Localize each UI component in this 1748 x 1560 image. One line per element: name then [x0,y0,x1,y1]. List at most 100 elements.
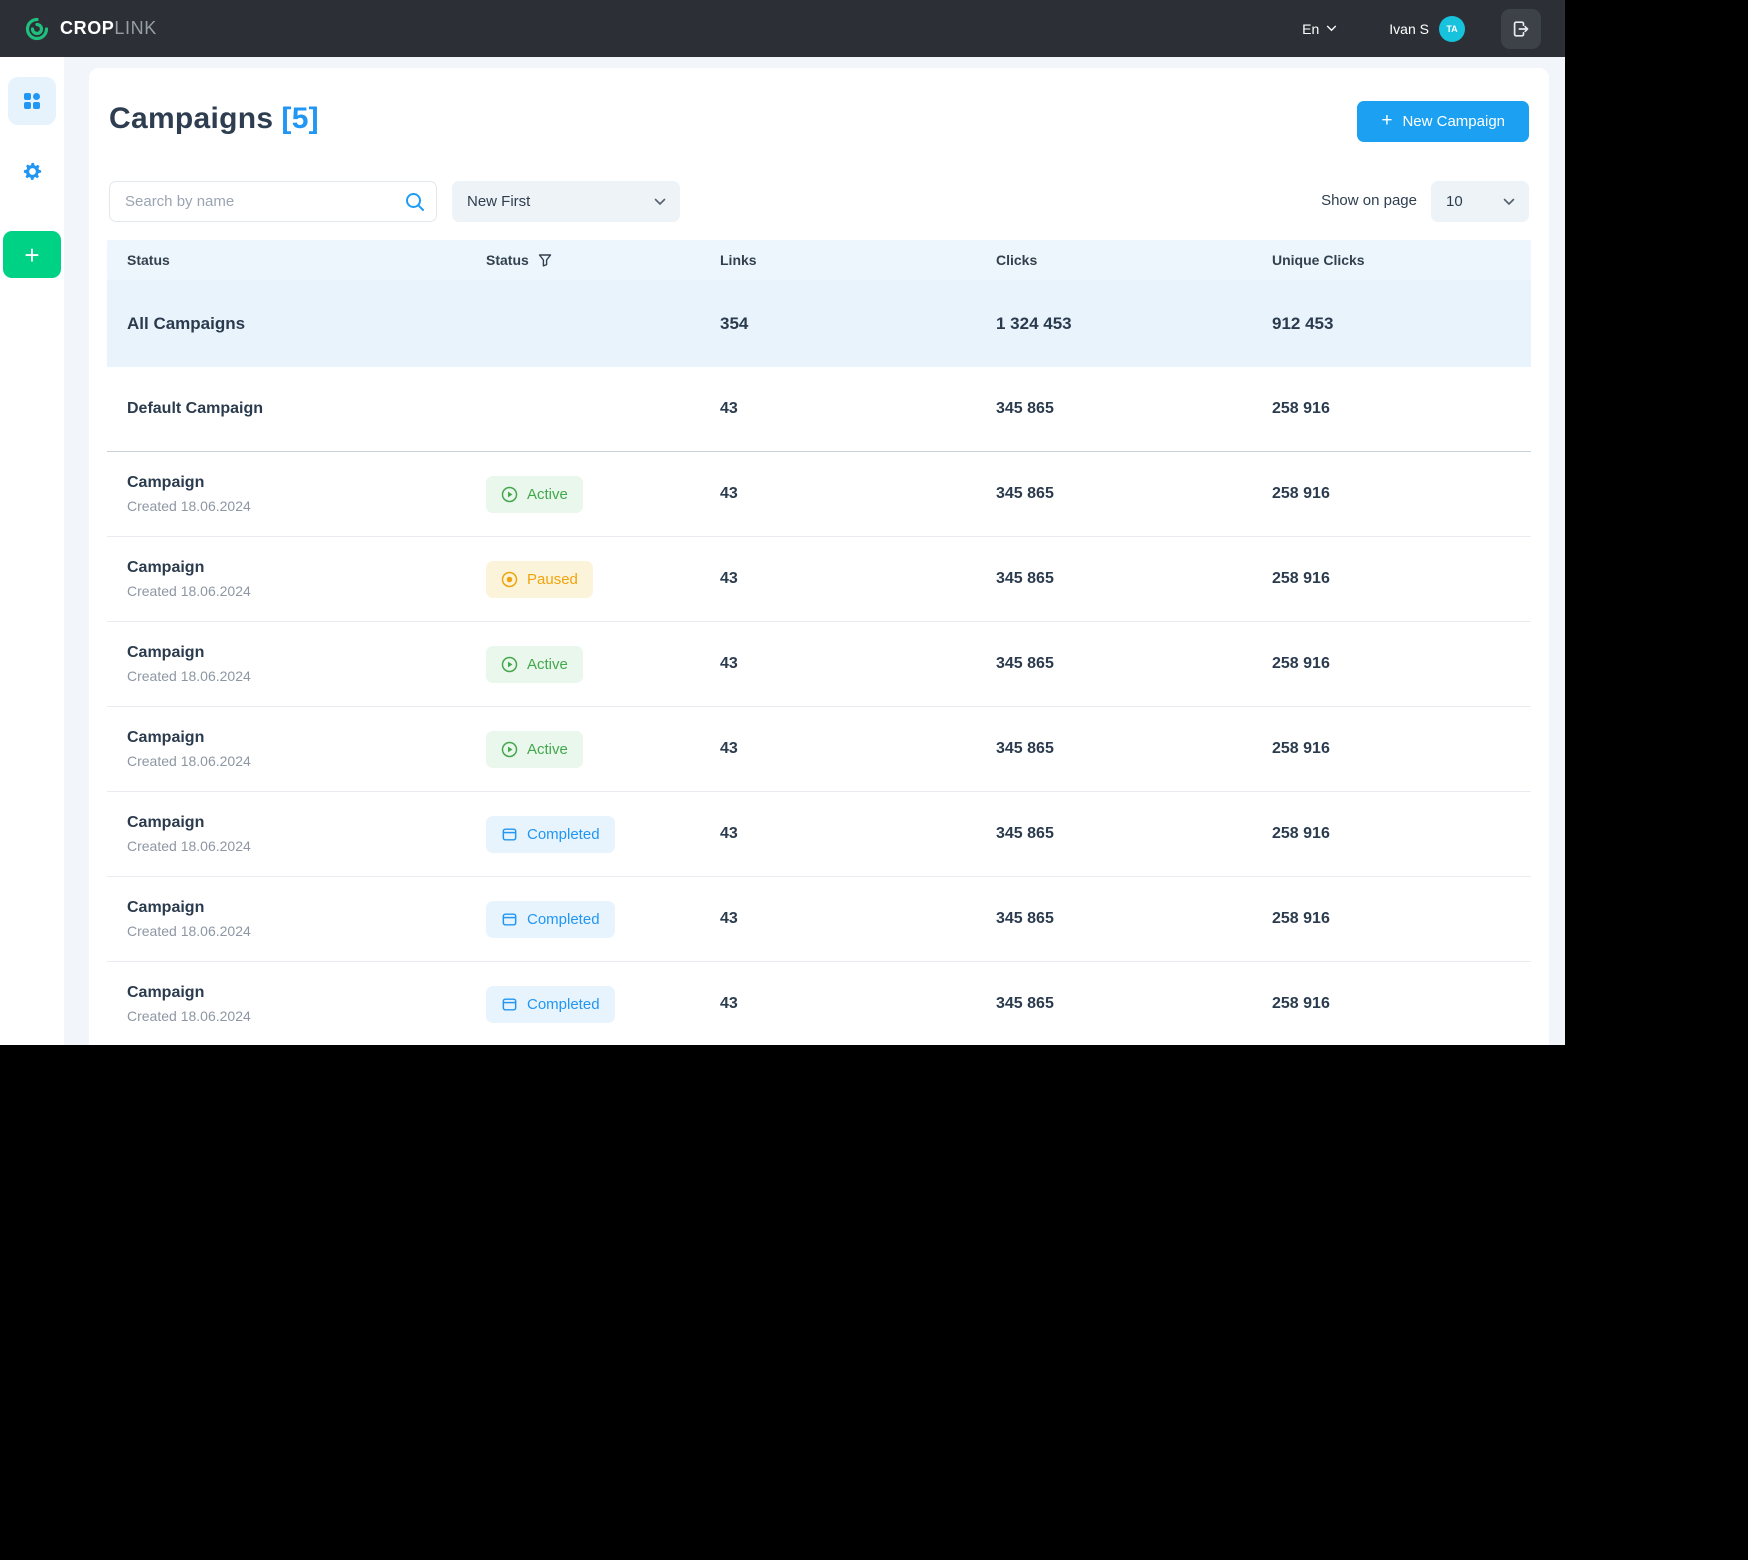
status-badge: Active [486,730,583,768]
clicks-value: 345 865 [996,740,1054,757]
search-box [109,181,437,222]
all-campaigns-row[interactable]: All Campaigns 354 1 324 453 912 453 [107,280,1531,367]
clicks-value: 345 865 [996,910,1054,927]
campaign-name: Campaign [127,984,205,1001]
links-value: 43 [720,400,738,417]
status-cell: Completed [486,985,720,1023]
campaigns-count: [5] [281,102,319,135]
top-bar: CROPLINK En Ivan S TA [0,0,1565,57]
brand-name: CROPLINK [60,18,157,38]
language-selector[interactable]: En [1302,21,1337,37]
clicks-value: 345 865 [996,400,1054,417]
campaign-name: Campaign [127,729,205,746]
campaign-name-cell: Campaign Created 18.06.2024 [127,474,486,514]
campaign-name: Default Campaign [127,400,264,417]
header-links: Links [720,252,757,268]
logout-button[interactable] [1501,8,1541,49]
status-badge: Completed [486,900,615,938]
campaign-created-date: Created 18.06.2024 [127,583,251,599]
header-name: Status [127,252,170,268]
header-clicks: Clicks [996,252,1038,268]
table-body: Default Campaign 43 345 865 258 916 Camp… [107,367,1531,1045]
clicks-value: 345 865 [996,995,1054,1012]
status-icon [501,571,518,588]
status-icon [501,996,518,1013]
search-icon [406,192,424,211]
table-row[interactable]: Default Campaign 43 345 865 258 916 [107,367,1531,452]
summary-links: 354 [720,313,749,333]
status-label: Active [527,485,568,503]
user-name: Ivan S [1389,20,1429,37]
unique-clicks-value: 258 916 [1272,400,1330,417]
table-row[interactable]: Campaign Created 18.06.2024 Completed 43… [107,792,1531,877]
user-menu[interactable]: Ivan S TA [1389,15,1465,42]
status-label: Active [527,740,568,758]
campaign-name-cell: Campaign Created 18.06.2024 [127,814,486,854]
sidebar-item-dashboard[interactable] [8,77,56,125]
logout-icon [1513,20,1529,37]
links-value: 43 [720,825,738,842]
links-value: 43 [720,570,738,587]
page-size-dropdown[interactable]: 10 [1431,181,1529,222]
avatar: TA [1439,15,1465,42]
plus-icon: + [1381,109,1393,131]
links-value: 43 [720,740,738,757]
status-cell: Active [486,730,720,768]
status-cell: Completed [486,815,720,853]
table-row[interactable]: Campaign Created 18.06.2024 Paused 43 34… [107,537,1531,622]
new-campaign-button[interactable]: + New Campaign [1357,101,1529,142]
sidebar-item-settings[interactable] [0,149,64,193]
sort-dropdown[interactable]: New First [452,181,680,222]
search-input[interactable] [110,193,394,210]
sidebar: + [0,57,64,1045]
show-on-page-label: Show on page [1321,192,1417,209]
campaign-name: Campaign [127,814,205,831]
header-status: Status [486,252,720,268]
unique-clicks-value: 258 916 [1272,485,1330,502]
campaign-name: Campaign [127,899,205,916]
gear-icon [23,162,41,180]
status-icon [501,656,518,673]
table-row[interactable]: Campaign Created 18.06.2024 Active 43 34… [107,707,1531,792]
campaigns-panel: Campaigns[5] + New Campaign New First Sh… [89,68,1549,1045]
search-button[interactable] [394,182,436,221]
campaign-name-cell: Campaign Created 18.06.2024 [127,559,486,599]
brand-logo: CROPLINK [24,16,157,42]
status-badge: Active [486,645,583,683]
sort-value: New First [467,193,531,210]
summary-unique-clicks: 912 453 [1272,313,1334,333]
status-badge: Completed [486,815,615,853]
campaign-name: Campaign [127,559,205,576]
croplink-logo-icon [25,17,49,40]
campaign-name-cell: Campaign Created 18.06.2024 [127,729,486,769]
links-value: 43 [720,655,738,672]
unique-clicks-value: 258 916 [1272,740,1330,757]
links-value: 43 [720,485,738,502]
page-size-value: 10 [1446,193,1463,210]
unique-clicks-value: 258 916 [1272,655,1330,672]
status-badge: Completed [486,985,615,1023]
status-badge: Active [486,475,583,513]
campaigns-table: Status Status Links Clicks Unique Clicks… [107,240,1531,1045]
status-label: Paused [527,570,578,588]
table-row[interactable]: Campaign Created 18.06.2024 Completed 43… [107,877,1531,962]
links-value: 43 [720,910,738,927]
status-label: Completed [527,995,600,1013]
status-cell: Paused [486,560,720,598]
campaign-name-cell: Default Campaign [127,400,486,418]
unique-clicks-value: 258 916 [1272,995,1330,1012]
table-row[interactable]: Campaign Created 18.06.2024 Active 43 34… [107,622,1531,707]
filter-funnel-icon[interactable] [538,253,552,267]
sidebar-add-button[interactable]: + [3,231,61,278]
status-badge: Paused [486,560,593,598]
chevron-down-icon [654,198,666,205]
status-label: Active [527,655,568,673]
clicks-value: 345 865 [996,655,1054,672]
unique-clicks-value: 258 916 [1272,910,1330,927]
table-row[interactable]: Campaign Created 18.06.2024 Completed 43… [107,962,1531,1045]
table-header: Status Status Links Clicks Unique Clicks [107,240,1531,280]
campaign-created-date: Created 18.06.2024 [127,838,251,854]
page-title: Campaigns [5] [109,102,319,135]
table-row[interactable]: Campaign Created 18.06.2024 Active 43 34… [107,452,1531,537]
clicks-value: 345 865 [996,485,1054,502]
